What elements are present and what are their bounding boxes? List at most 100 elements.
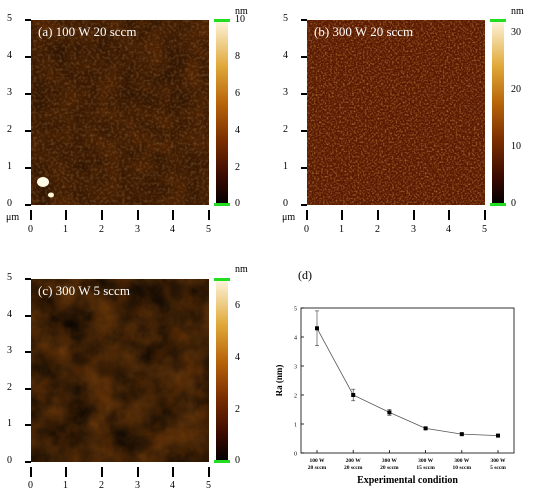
axes-b xyxy=(301,19,486,220)
colorbar-tick-c-0: 0 xyxy=(235,455,240,466)
x-tick-label: 20 sccm xyxy=(308,465,327,471)
colorbar-bottom-marker-c xyxy=(214,460,230,463)
y-axis-label: Ra (nm) xyxy=(276,365,284,397)
colorbar-a xyxy=(216,20,228,205)
x-tick-a-1: 1 xyxy=(63,224,68,235)
colorbar-tick-a-0: 0 xyxy=(235,198,240,209)
y-tick-b-1: 1 xyxy=(283,161,288,172)
data-point xyxy=(459,432,464,437)
data-point xyxy=(423,426,428,431)
y-tick-label: 4 xyxy=(294,336,297,342)
x-tick-label: 300 W xyxy=(418,458,434,464)
colorbar-tick-a-10: 10 xyxy=(235,14,245,25)
x-tick-b-1: 1 xyxy=(339,224,344,235)
panel-label-a: (a) 100 W 20 sccm xyxy=(38,24,137,39)
x-tick-a-5: 5 xyxy=(206,224,211,235)
panel-label-d: (d) xyxy=(298,268,312,282)
x-tick-label: 15 sccm xyxy=(416,465,435,471)
colorbar-tick-b-10: 10 xyxy=(511,141,521,152)
axes-c xyxy=(25,278,210,477)
y-tick-b-2: 2 xyxy=(283,124,288,135)
y-tick-a-4: 4 xyxy=(7,50,12,61)
colorbar-tick-a-2: 2 xyxy=(235,162,240,173)
y-tick-c-3: 3 xyxy=(7,345,12,356)
x-tick-c-2: 2 xyxy=(99,480,104,491)
x-tick-label: 300 W xyxy=(382,458,398,464)
x-tick-a-4: 4 xyxy=(170,224,175,235)
colorbar-unit-b: nm xyxy=(511,6,524,17)
y-tick-b-4: 4 xyxy=(283,50,288,61)
x-tick-label: 100 W xyxy=(309,458,325,464)
colorbar-tick-a-6: 6 xyxy=(235,88,240,99)
y-tick-a-5: 5 xyxy=(7,13,12,24)
x-tick-b-0: 0 xyxy=(304,224,309,235)
x-tick-b-2: 2 xyxy=(375,224,380,235)
x-tick-b-4: 4 xyxy=(446,224,451,235)
colorbar-c xyxy=(216,279,228,462)
afm-image-c xyxy=(31,279,209,462)
x-tick-label: 20 sccm xyxy=(344,465,363,471)
colorbar-top-marker-a xyxy=(214,19,230,22)
y-tick-a-1: 1 xyxy=(7,161,12,172)
x-tick-b-5: 5 xyxy=(482,224,487,235)
x-tick-a-3: 3 xyxy=(135,224,140,235)
colorbar-top-marker-b xyxy=(490,19,506,22)
colorbar-tick-b-30: 30 xyxy=(511,27,521,38)
axis-unit-a: μm xyxy=(6,212,20,223)
y-tick-label: 0 xyxy=(294,452,297,458)
axes-a xyxy=(25,19,210,220)
data-point xyxy=(387,410,392,415)
y-tick-b-3: 3 xyxy=(283,87,288,98)
y-tick-c-5: 5 xyxy=(7,272,12,283)
y-tick-a-2: 2 xyxy=(7,124,12,135)
colorbar-tick-c-2: 2 xyxy=(235,404,240,415)
colorbar-tick-b-20: 20 xyxy=(511,84,521,95)
y-tick-a-0: 0 xyxy=(7,198,12,209)
x-tick-a-0: 0 xyxy=(28,224,33,235)
x-tick-label: 200 W xyxy=(346,458,362,464)
x-tick-c-5: 5 xyxy=(206,480,211,491)
x-tick-label: 20 sccm xyxy=(380,465,399,471)
colorbar-tick-c-6: 6 xyxy=(235,300,240,311)
plot-frame xyxy=(300,307,515,454)
axis-unit-b: μm xyxy=(282,212,296,223)
x-tick-a-2: 2 xyxy=(99,224,104,235)
x-tick-b-3: 3 xyxy=(411,224,416,235)
y-tick-a-3: 3 xyxy=(7,87,12,98)
y-tick-c-0: 0 xyxy=(7,455,12,466)
colorbar-top-marker-c xyxy=(214,278,230,281)
data-point xyxy=(496,433,500,438)
y-tick-b-0: 0 xyxy=(283,198,288,209)
x-tick-c-1: 1 xyxy=(63,480,68,491)
x-tick-c-4: 4 xyxy=(170,480,175,491)
y-tick-label: 3 xyxy=(294,365,297,371)
colorbar-unit-a: nm xyxy=(235,6,248,17)
data-point xyxy=(315,326,319,331)
panel-label-c: (c) 300 W 5 sccm xyxy=(38,283,130,298)
colorbar-tick-a-4: 4 xyxy=(235,125,240,136)
data-point xyxy=(351,393,356,397)
y-tick-b-5: 5 xyxy=(283,13,288,24)
y-tick-label: 1 xyxy=(294,423,297,429)
y-tick-c-4: 4 xyxy=(7,309,12,320)
y-tick-label: 2 xyxy=(294,394,297,400)
afm-image-a xyxy=(31,20,209,205)
x-tick-label: 10 sccm xyxy=(453,465,472,471)
afm-image-b xyxy=(307,20,485,205)
x-tick-label: 300 W xyxy=(490,458,506,464)
colorbar-bottom-marker-b xyxy=(490,203,506,206)
colorbar-tick-b-0: 0 xyxy=(511,198,516,209)
y-tick-label: 5 xyxy=(294,307,297,313)
y-tick-c-1: 1 xyxy=(7,418,12,429)
series-line xyxy=(316,328,499,436)
colorbar-b xyxy=(492,20,504,205)
colorbar-unit-c: nm xyxy=(235,264,248,275)
colorbar-tick-c-4: 4 xyxy=(235,352,240,363)
x-tick-label: 300 W xyxy=(454,458,470,464)
colorbar-bottom-marker-a xyxy=(214,203,230,206)
x-tick-c-3: 3 xyxy=(135,480,140,491)
panel-label-b: (b) 300 W 20 sccm xyxy=(314,24,414,39)
colorbar-tick-a-8: 8 xyxy=(235,51,240,62)
y-tick-c-2: 2 xyxy=(7,382,12,393)
